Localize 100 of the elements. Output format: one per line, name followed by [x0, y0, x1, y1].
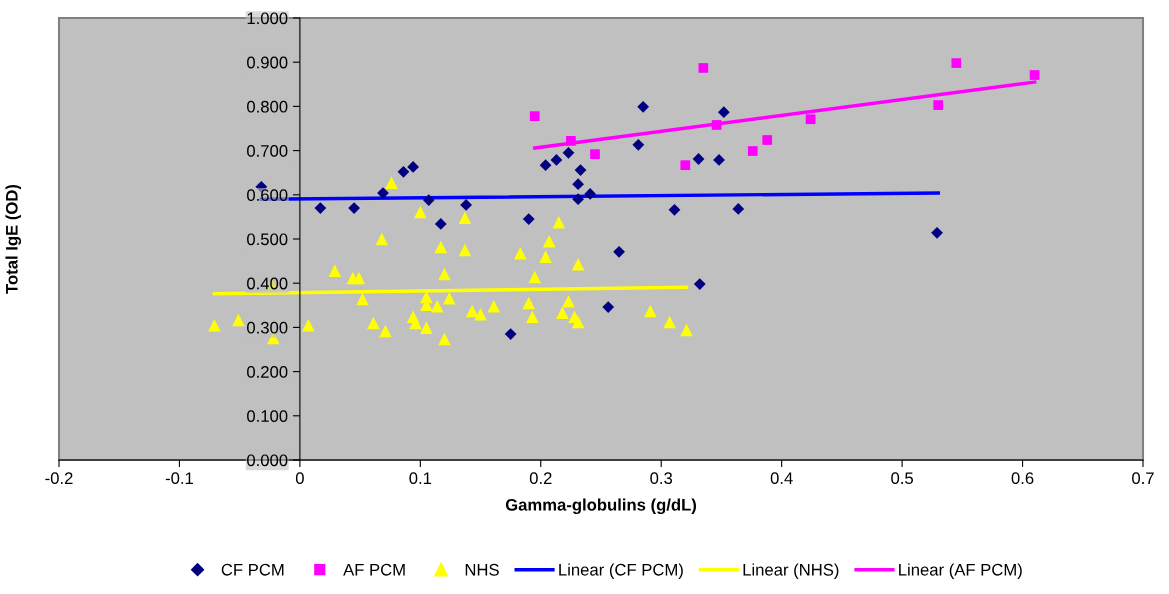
point [367, 316, 380, 330]
point [474, 307, 487, 321]
point [539, 159, 552, 172]
point [522, 296, 535, 310]
y-tick-label: 0.800 [247, 100, 288, 113]
y-tick-label: 1.000 [247, 12, 288, 25]
y-axis-title: Total IgE (OD) [5, 184, 22, 294]
point [529, 111, 540, 121]
point [539, 250, 552, 263]
y-tick-label: 0.500 [247, 233, 288, 246]
point [438, 332, 451, 346]
point [379, 324, 392, 338]
y-tick-label: 0.700 [247, 145, 288, 157]
x-tick-label: -0.1 [165, 472, 193, 485]
point [528, 270, 542, 284]
point [414, 205, 427, 219]
point [1029, 70, 1040, 80]
legend-label: Linear (CF PCM) [559, 563, 683, 579]
point [590, 149, 600, 159]
point [542, 234, 556, 248]
point [397, 165, 410, 178]
point [732, 203, 745, 215]
point [762, 135, 773, 145]
point [698, 63, 709, 73]
point [328, 264, 342, 278]
point [562, 146, 575, 159]
point [504, 328, 517, 340]
point [465, 304, 479, 318]
x-tick-label: 0 [295, 472, 304, 485]
point [571, 315, 585, 329]
point [574, 164, 587, 176]
point [385, 176, 398, 190]
y-tick-label: 0.600 [247, 189, 288, 201]
legend-label: Linear (NHS) [743, 563, 839, 579]
point [522, 213, 535, 225]
point [208, 318, 221, 332]
point [668, 203, 681, 216]
point [805, 114, 816, 125]
point [434, 240, 448, 254]
point [602, 301, 615, 313]
point [232, 313, 245, 327]
point [442, 291, 456, 305]
point [747, 146, 758, 156]
x-tick-label: 0.5 [891, 472, 913, 485]
point [460, 199, 472, 211]
point [571, 257, 585, 271]
point [572, 178, 585, 191]
y-tick-label: 0.000 [247, 454, 288, 467]
point [572, 193, 585, 206]
x-tick-label: 0.7 [1132, 472, 1154, 485]
y-tick-label: 0.900 [247, 56, 288, 69]
point [933, 100, 944, 110]
point [713, 153, 725, 166]
y-tick-label: 0.200 [247, 366, 288, 378]
point [356, 292, 369, 306]
point [693, 278, 706, 290]
point [951, 58, 962, 68]
point [663, 315, 676, 329]
point [352, 271, 366, 285]
point [566, 136, 576, 146]
point [487, 299, 501, 313]
x-tick-label: -0.2 [45, 472, 73, 485]
legend-label: NHS [465, 563, 499, 576]
point [438, 267, 451, 281]
point [458, 243, 472, 257]
x-axis-title: Gamma-globulins (g/dL) [505, 498, 697, 515]
point [717, 106, 730, 119]
point [584, 188, 597, 200]
y-tick-label: 0.400 [247, 277, 288, 290]
point [680, 160, 691, 171]
point [680, 323, 693, 337]
point [348, 202, 360, 214]
point [526, 310, 539, 324]
point [632, 138, 645, 151]
point [422, 194, 435, 206]
point [552, 215, 566, 229]
point [430, 299, 444, 313]
point [613, 245, 625, 258]
point [562, 295, 575, 308]
point [434, 218, 447, 230]
point [420, 321, 433, 335]
x-tick-label: 0.3 [650, 472, 673, 485]
y-tick-label: 0.300 [247, 321, 288, 334]
point [314, 202, 327, 214]
point [458, 211, 472, 225]
point [550, 153, 563, 166]
point [407, 161, 419, 173]
point [692, 153, 705, 165]
point [644, 304, 657, 318]
legend-label: Linear (AF PCM) [899, 563, 1022, 579]
point [637, 100, 650, 113]
x-tick-label: 0.4 [770, 472, 793, 485]
x-tick-label: 0.6 [1011, 472, 1034, 485]
point [514, 246, 527, 260]
x-tick-label: 0.1 [409, 472, 432, 485]
point [931, 226, 943, 239]
point [556, 306, 569, 320]
point [302, 318, 315, 332]
legend-label: AF PCM [343, 563, 405, 576]
x-tick-label: 0.2 [529, 472, 552, 485]
